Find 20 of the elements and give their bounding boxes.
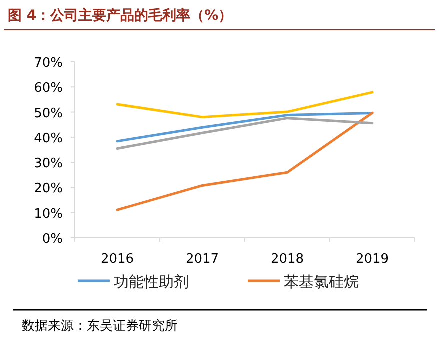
y-tick-label: 70% [34, 56, 63, 71]
y-tick-label: 10% [34, 206, 63, 222]
line-series [116, 112, 374, 212]
x-tick-label: 2016 [100, 252, 134, 267]
legend-label: 苯基氯硅烷 [284, 273, 359, 291]
y-tick-label: 60% [34, 81, 63, 96]
y-tick-label: 40% [34, 131, 63, 146]
x-tick-label: 2019 [356, 252, 390, 267]
y-tick-label: 0% [42, 232, 63, 247]
line-series [116, 117, 374, 150]
y-tick-label: 30% [34, 156, 63, 172]
y-tick-label: 50% [34, 106, 63, 122]
line-series [116, 91, 374, 119]
source-note: 数据来源：东吴证券研究所 [22, 319, 178, 334]
y-tick-label: 20% [34, 182, 63, 197]
legend-label: 功能性助剂 [114, 273, 189, 291]
chart-title: 图 4：公司主要产品的毛利率（%） [8, 7, 233, 24]
line-series [116, 112, 374, 143]
x-tick-label: 2017 [186, 252, 220, 267]
x-tick-label: 2018 [270, 252, 304, 267]
